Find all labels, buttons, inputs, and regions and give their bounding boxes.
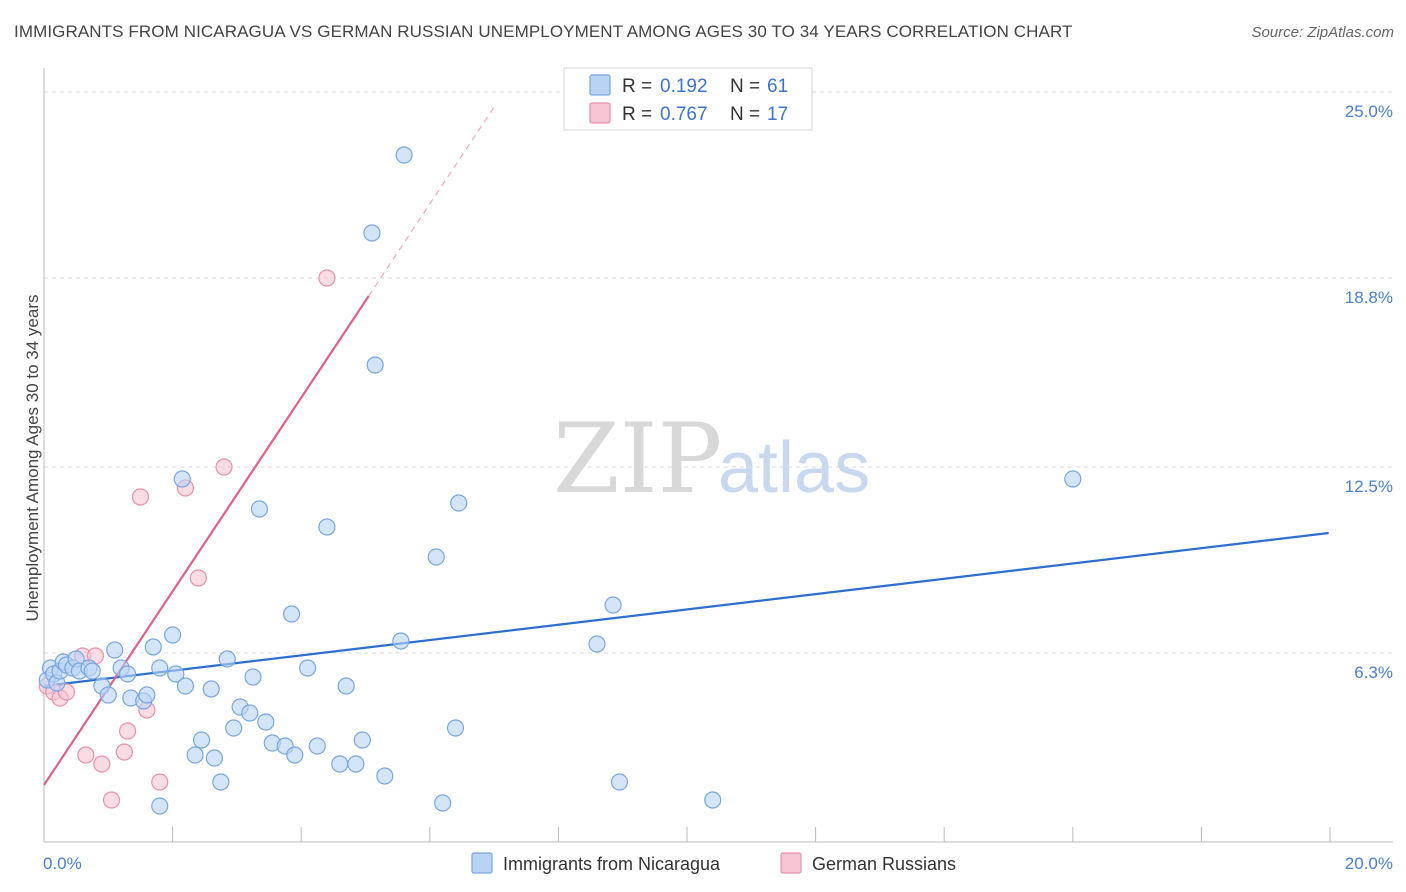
point-nicaragua — [144, 638, 162, 656]
point-german-russians — [318, 269, 336, 287]
point-nicaragua — [225, 719, 243, 737]
series-legend-label-nicaragua: Immigrants from Nicaragua — [503, 854, 721, 874]
series-legend-label-german-russians: German Russians — [812, 854, 956, 874]
x-tick-label-max: 20.0% — [1345, 854, 1393, 873]
legend-r-label-1: R = — [622, 76, 652, 97]
trend-line-nicaragua — [43, 531, 1329, 688]
point-nicaragua — [212, 773, 230, 791]
point-german-russians — [93, 755, 111, 773]
axis-layer: 6.3% 12.5% 18.8% 25.0% — [43, 68, 1393, 843]
point-nicaragua — [257, 713, 275, 731]
point-nicaragua — [244, 668, 262, 686]
point-nicaragua — [366, 356, 384, 374]
point-german-russians — [131, 488, 150, 506]
point-nicaragua — [588, 635, 606, 653]
legend-swatch-blue — [589, 74, 611, 96]
point-nicaragua — [446, 719, 465, 737]
points-layer — [38, 146, 1082, 815]
point-nicaragua — [704, 791, 722, 809]
legend-r-value-1: 0.192 — [660, 76, 708, 97]
chart-source: Source: ZipAtlas.com — [1251, 24, 1394, 41]
y-tick-label: 6.3% — [1354, 663, 1393, 682]
point-nicaragua — [151, 659, 169, 677]
point-nicaragua — [363, 224, 381, 242]
series-legend: Immigrants from Nicaragua German Russian… — [471, 852, 956, 874]
point-nicaragua — [308, 737, 326, 755]
point-nicaragua — [250, 500, 269, 518]
point-nicaragua — [173, 470, 191, 488]
y-axis-label: Unemployment Among Ages 30 to 34 years — [23, 295, 42, 622]
point-nicaragua — [427, 548, 445, 566]
point-nicaragua — [167, 665, 185, 683]
point-nicaragua — [450, 494, 468, 512]
point-nicaragua — [164, 626, 182, 644]
point-nicaragua — [610, 773, 629, 791]
point-german-russians — [77, 746, 95, 764]
series-legend-swatch-nicaragua — [471, 852, 493, 874]
point-nicaragua — [83, 662, 101, 680]
point-nicaragua — [138, 686, 156, 704]
legend-n-label-1: N = — [730, 76, 760, 97]
point-nicaragua — [286, 746, 304, 764]
legend-n-value-1: 61 — [767, 76, 788, 97]
point-nicaragua — [347, 755, 365, 773]
point-nicaragua — [604, 596, 622, 614]
trend-layer — [43, 106, 1329, 786]
point-nicaragua — [106, 641, 124, 659]
point-german-russians — [102, 791, 121, 809]
y-tick-label: 12.5% — [1345, 477, 1393, 496]
point-nicaragua — [186, 746, 204, 764]
point-nicaragua — [353, 731, 371, 749]
point-nicaragua — [99, 686, 117, 704]
legend-n-value-2: 17 — [767, 104, 788, 125]
point-nicaragua — [192, 731, 211, 749]
series-legend-swatch-german-russians — [780, 852, 802, 874]
point-german-russians — [115, 743, 133, 761]
legend-r-value-2: 0.767 — [660, 104, 708, 125]
point-german-russians — [215, 458, 233, 476]
chart-title: IMMIGRANTS FROM NICARAGUA VS GERMAN RUSS… — [14, 22, 1073, 41]
point-nicaragua — [299, 659, 317, 677]
trend-line-german-russians-extension — [368, 106, 495, 297]
point-nicaragua — [376, 767, 394, 785]
grid-layer — [44, 91, 1393, 654]
point-nicaragua — [118, 665, 137, 683]
point-nicaragua — [241, 704, 259, 722]
point-nicaragua — [331, 755, 349, 773]
point-nicaragua — [318, 518, 336, 536]
point-nicaragua — [176, 677, 195, 695]
point-nicaragua — [1064, 470, 1082, 488]
y-tick-label: 25.0% — [1345, 102, 1393, 121]
watermark-atlas: atlas — [718, 428, 870, 508]
legend-n-label-2: N = — [730, 104, 760, 125]
watermark-zip: ZIP — [553, 403, 722, 515]
point-german-russians — [118, 722, 137, 740]
point-nicaragua — [337, 677, 355, 695]
correlation-legend: R = 0.192 N = 61 R = 0.767 N = 17 — [563, 67, 813, 131]
x-tick-label-min: 0.0% — [43, 854, 82, 873]
trend-line-german-russians — [43, 295, 370, 786]
point-german-russians — [189, 569, 207, 587]
point-nicaragua — [218, 650, 236, 668]
legend-r-label-2: R = — [622, 104, 652, 125]
point-nicaragua — [205, 749, 223, 767]
point-nicaragua — [151, 797, 169, 815]
point-german-russians — [151, 773, 169, 791]
legend-swatch-pink — [589, 102, 611, 124]
point-nicaragua — [282, 605, 301, 623]
point-nicaragua — [202, 680, 220, 698]
point-nicaragua — [434, 794, 452, 812]
y-tick-label: 18.8% — [1345, 288, 1393, 307]
point-nicaragua — [395, 146, 413, 164]
point-nicaragua — [392, 632, 410, 650]
